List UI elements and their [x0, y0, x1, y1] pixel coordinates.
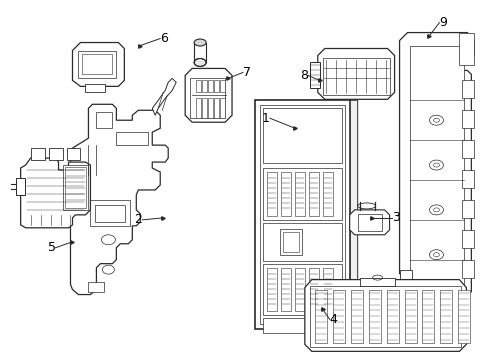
- Polygon shape: [333, 289, 345, 343]
- Polygon shape: [71, 104, 168, 294]
- Polygon shape: [255, 100, 358, 329]
- Polygon shape: [351, 289, 363, 343]
- Polygon shape: [323, 172, 333, 216]
- Polygon shape: [360, 278, 394, 285]
- Polygon shape: [63, 165, 89, 210]
- Polygon shape: [280, 229, 302, 255]
- Polygon shape: [21, 158, 91, 228]
- Polygon shape: [67, 148, 80, 160]
- Polygon shape: [399, 32, 474, 300]
- Polygon shape: [463, 200, 474, 218]
- Polygon shape: [295, 268, 305, 311]
- Polygon shape: [441, 289, 452, 343]
- Ellipse shape: [194, 58, 206, 67]
- Polygon shape: [323, 58, 390, 95]
- Polygon shape: [196, 80, 201, 92]
- Polygon shape: [263, 108, 342, 163]
- Polygon shape: [96, 205, 125, 222]
- Text: 7: 7: [243, 66, 251, 79]
- Polygon shape: [281, 268, 291, 311]
- Polygon shape: [91, 200, 130, 226]
- Polygon shape: [196, 98, 201, 118]
- Polygon shape: [410, 45, 465, 289]
- Polygon shape: [263, 319, 342, 333]
- Polygon shape: [315, 289, 327, 343]
- Polygon shape: [387, 289, 398, 343]
- Polygon shape: [305, 280, 466, 351]
- Polygon shape: [202, 98, 207, 118]
- Polygon shape: [463, 140, 474, 158]
- Polygon shape: [463, 230, 474, 248]
- Polygon shape: [283, 232, 299, 252]
- Polygon shape: [463, 170, 474, 188]
- Polygon shape: [78, 50, 116, 78]
- Text: 9: 9: [440, 16, 447, 29]
- Polygon shape: [214, 80, 219, 92]
- Polygon shape: [89, 282, 104, 292]
- Polygon shape: [260, 105, 345, 324]
- Polygon shape: [368, 289, 381, 343]
- Text: 2: 2: [134, 213, 142, 226]
- Ellipse shape: [194, 39, 206, 46]
- Polygon shape: [267, 268, 277, 311]
- Text: 5: 5: [48, 241, 55, 254]
- Polygon shape: [82, 54, 112, 75]
- Polygon shape: [458, 289, 470, 343]
- Polygon shape: [281, 172, 291, 216]
- Polygon shape: [422, 289, 435, 343]
- Polygon shape: [202, 80, 207, 92]
- Polygon shape: [220, 80, 225, 92]
- Polygon shape: [267, 172, 277, 216]
- Polygon shape: [323, 268, 333, 311]
- Polygon shape: [463, 110, 474, 128]
- Text: 6: 6: [160, 32, 168, 45]
- Polygon shape: [220, 98, 225, 118]
- Polygon shape: [358, 214, 382, 231]
- Polygon shape: [318, 49, 394, 99]
- Polygon shape: [208, 98, 213, 118]
- Polygon shape: [399, 270, 412, 296]
- Polygon shape: [49, 148, 63, 160]
- Polygon shape: [263, 168, 342, 220]
- Polygon shape: [214, 98, 219, 118]
- Polygon shape: [65, 167, 86, 208]
- Text: 3: 3: [392, 211, 399, 224]
- Polygon shape: [350, 210, 390, 235]
- Polygon shape: [116, 132, 148, 145]
- Polygon shape: [30, 148, 45, 160]
- Text: 8: 8: [300, 69, 308, 82]
- Polygon shape: [463, 80, 474, 98]
- Polygon shape: [255, 100, 350, 329]
- Polygon shape: [310, 62, 320, 88]
- Polygon shape: [405, 289, 416, 343]
- Polygon shape: [152, 78, 176, 115]
- Text: 1: 1: [262, 112, 270, 125]
- Polygon shape: [16, 178, 24, 195]
- Polygon shape: [190, 78, 225, 118]
- Polygon shape: [97, 112, 112, 128]
- Polygon shape: [463, 260, 474, 278]
- Polygon shape: [309, 268, 319, 311]
- Polygon shape: [309, 172, 319, 216]
- Polygon shape: [208, 80, 213, 92]
- Polygon shape: [263, 223, 342, 261]
- Polygon shape: [310, 285, 462, 347]
- Polygon shape: [460, 32, 474, 66]
- Polygon shape: [73, 42, 124, 86]
- Polygon shape: [295, 172, 305, 216]
- Text: 4: 4: [330, 313, 338, 326]
- Polygon shape: [185, 68, 232, 122]
- Polygon shape: [85, 84, 105, 92]
- Polygon shape: [263, 264, 342, 315]
